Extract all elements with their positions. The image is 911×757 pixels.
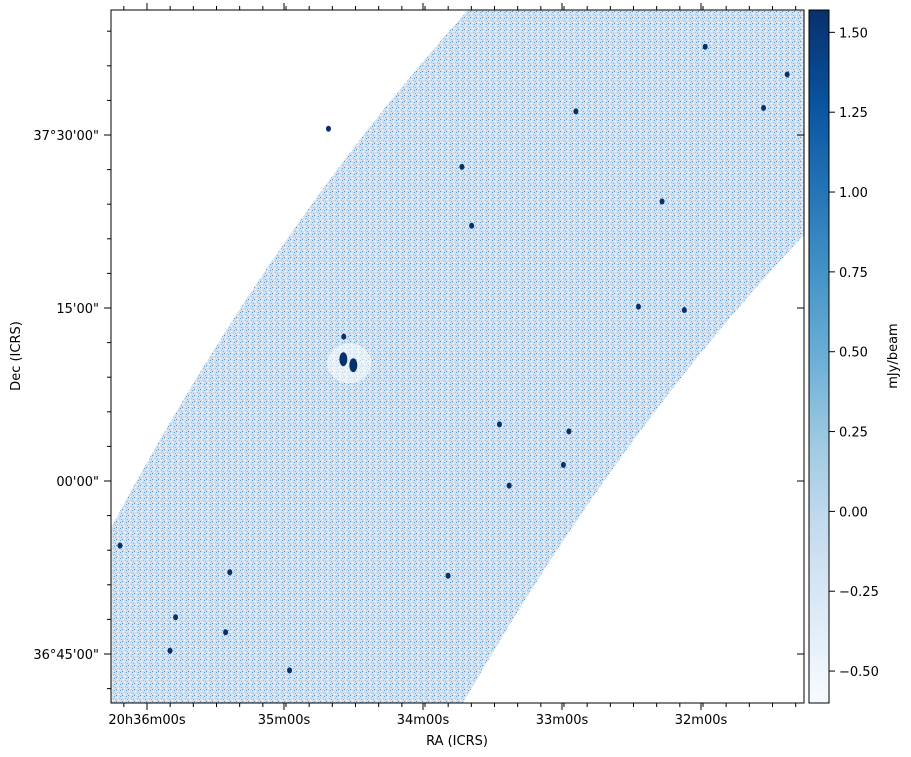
source xyxy=(167,647,173,654)
survey-strip xyxy=(111,10,804,703)
source xyxy=(681,307,687,314)
colorbar-tick-label: 0.50 xyxy=(839,346,868,361)
plot-frame xyxy=(110,9,805,704)
y-tick-label: 00'00" xyxy=(56,475,99,490)
source xyxy=(702,43,708,50)
colorbar-tick-label: 0.00 xyxy=(839,505,868,520)
x-tick-label: 34m00s xyxy=(397,713,450,728)
colorbar xyxy=(808,9,830,704)
colorbar-tick-label: 1.25 xyxy=(839,106,868,121)
source xyxy=(227,569,233,576)
colorbar-tick-label: 1.00 xyxy=(839,186,868,201)
source xyxy=(784,71,790,78)
source xyxy=(659,198,665,205)
y-tick-label: 15'00" xyxy=(56,302,99,317)
x-tick-label: 20h36m00s xyxy=(108,713,186,728)
y-tick-label: 37°30'00" xyxy=(33,129,99,144)
colorbar-tick-label: 0.25 xyxy=(839,426,868,441)
colorbar-tick-label: −0.50 xyxy=(839,665,879,680)
source-layer xyxy=(117,43,790,674)
x-tick-label: 35m00s xyxy=(258,713,311,728)
y-axis: 37°30'00" 15'00" 00'00" 36°45'00" xyxy=(33,30,804,690)
source xyxy=(445,572,451,579)
source xyxy=(173,614,179,621)
x-tick-label: 32m00s xyxy=(675,713,728,728)
source xyxy=(560,461,566,468)
colorbar-tick-label: 1.50 xyxy=(839,26,868,41)
source xyxy=(349,358,358,373)
source xyxy=(223,629,229,636)
source xyxy=(469,222,475,229)
source xyxy=(573,108,579,115)
colorbar-label: mJy/beam xyxy=(886,323,901,388)
source-halo xyxy=(327,343,372,384)
x-tick-label: 33m00s xyxy=(536,713,589,728)
x-axis: 20h36m00s 35m00s 34m00s 33m00s 32m00s xyxy=(108,3,797,728)
source xyxy=(496,421,502,428)
source xyxy=(459,163,465,170)
colorbar-ticks: 1.50 1.25 1.00 0.75 0.50 0.25 0.00 −0.25 −0.50 xyxy=(829,26,879,680)
y-axis-title: Dec (ICRS) xyxy=(9,321,24,391)
source xyxy=(566,428,572,435)
source xyxy=(117,542,123,549)
source xyxy=(506,482,512,489)
source xyxy=(339,352,348,367)
source xyxy=(287,667,293,674)
colorbar-tick-label: 0.75 xyxy=(839,266,868,281)
source xyxy=(761,104,767,111)
y-tick-label: 36°45'00" xyxy=(33,648,99,663)
source xyxy=(325,125,331,132)
colorbar-tick-label: −0.25 xyxy=(839,585,879,600)
source xyxy=(341,333,347,340)
source xyxy=(635,303,641,310)
x-axis-title: RA (ICRS) xyxy=(426,734,488,749)
